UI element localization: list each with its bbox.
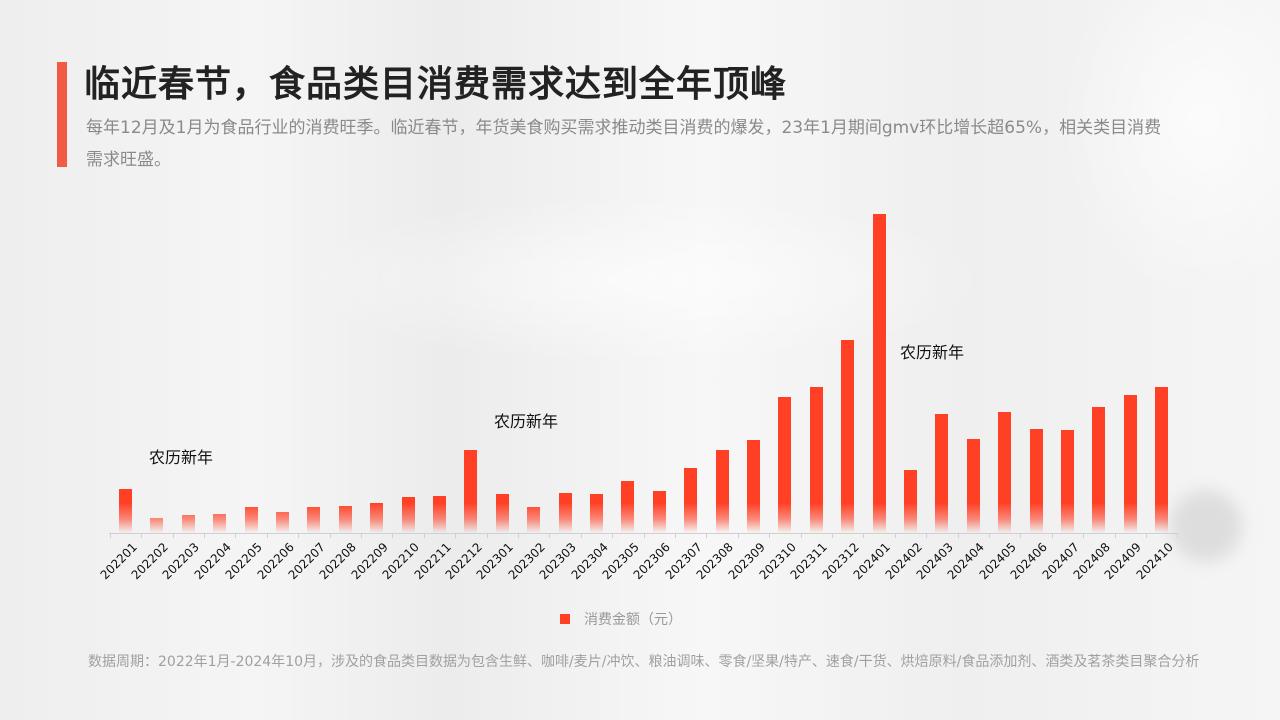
bar-202308 — [715, 450, 729, 533]
x-tick — [141, 533, 143, 538]
x-tick — [486, 533, 488, 538]
x-tick — [266, 533, 268, 538]
x-tick — [549, 533, 551, 538]
x-tick — [361, 533, 362, 538]
x-tick — [957, 533, 959, 538]
bar-202203 — [181, 515, 195, 533]
x-tick — [926, 533, 928, 538]
bar-202312 — [841, 340, 855, 533]
x-tick — [172, 533, 174, 538]
x-tick — [518, 533, 519, 538]
x-tick — [800, 533, 802, 538]
bar-202201 — [119, 489, 132, 533]
bar-202306 — [652, 491, 666, 533]
x-tick — [769, 533, 771, 538]
x-tick — [580, 533, 582, 538]
x-tick — [1114, 533, 1116, 538]
annotation-lunar-new-year-2022: 农历新年 — [149, 448, 214, 467]
bar-202410 — [1155, 387, 1169, 533]
bar-202301 — [495, 494, 509, 533]
x-tick — [235, 533, 237, 538]
title-accent-bar — [57, 62, 67, 167]
bar-202207 — [307, 507, 321, 533]
decorative-blur-circle — [1170, 490, 1242, 562]
bar-202303 — [558, 493, 572, 533]
bar-202212 — [464, 450, 478, 533]
page-subtitle: 每年12月及1月为食品行业的消费旺季。临近春节，年货美食购买需求推动类目消费的爆… — [86, 118, 1162, 170]
bar-202302 — [527, 507, 541, 533]
bar-202210 — [401, 497, 415, 533]
x-tick — [706, 533, 708, 538]
x-tick — [612, 533, 614, 538]
x-tick — [298, 533, 300, 538]
footnote: 数据周期：2022年1月-2024年10月，涉及的食品类目数据为包含生鲜、咖啡/… — [88, 654, 1200, 670]
x-tick — [204, 533, 205, 538]
bar-202409 — [1123, 395, 1137, 533]
x-tick — [329, 533, 331, 538]
bar-202304 — [590, 494, 603, 533]
annotation-lunar-new-year-2023: 农历新年 — [494, 412, 559, 431]
bar-202209 — [370, 503, 384, 533]
legend-label: 消费金额（元） — [584, 612, 682, 628]
bar-202205 — [244, 507, 258, 533]
bar-202202 — [150, 518, 164, 533]
x-tick — [423, 533, 425, 538]
bar-202211 — [433, 496, 446, 533]
x-tick — [737, 533, 739, 538]
bar-202305 — [621, 481, 635, 533]
x-tick — [392, 533, 394, 538]
x-tick — [894, 533, 896, 538]
x-tick — [1177, 533, 1179, 538]
x-tick — [1083, 533, 1085, 538]
bar-202309 — [747, 440, 760, 533]
x-tick — [1020, 533, 1022, 538]
bar-202406 — [1029, 429, 1043, 533]
bar-202405 — [998, 412, 1012, 533]
x-tick — [1146, 533, 1147, 538]
bar-202311 — [809, 387, 823, 533]
bar-202206 — [276, 512, 289, 533]
bar-202401 — [872, 214, 886, 533]
x-tick — [455, 533, 457, 538]
x-tick — [989, 533, 990, 538]
bar-202307 — [684, 468, 698, 533]
page-title: 临近春节，食品类目消费需求达到全年顶峰 — [84, 64, 788, 105]
bar-202407 — [1061, 430, 1074, 533]
legend-swatch-icon — [560, 614, 570, 624]
x-tick — [109, 533, 111, 538]
x-tick — [863, 533, 865, 538]
bar-202208 — [338, 506, 352, 533]
x-tick — [1051, 533, 1053, 538]
annotation-lunar-new-year-2024: 农历新年 — [900, 343, 965, 362]
bar-202408 — [1092, 407, 1106, 533]
x-tick — [675, 533, 676, 538]
bar-202310 — [778, 397, 792, 533]
bar-202403 — [935, 414, 949, 533]
chart-legend: 消费金额（元） — [560, 609, 682, 629]
bar-202204 — [213, 514, 227, 533]
bar-202402 — [904, 470, 917, 533]
bar-202404 — [966, 439, 980, 533]
x-tick — [643, 533, 645, 538]
x-tick — [832, 533, 833, 538]
x-axis-line — [109, 533, 1177, 534]
